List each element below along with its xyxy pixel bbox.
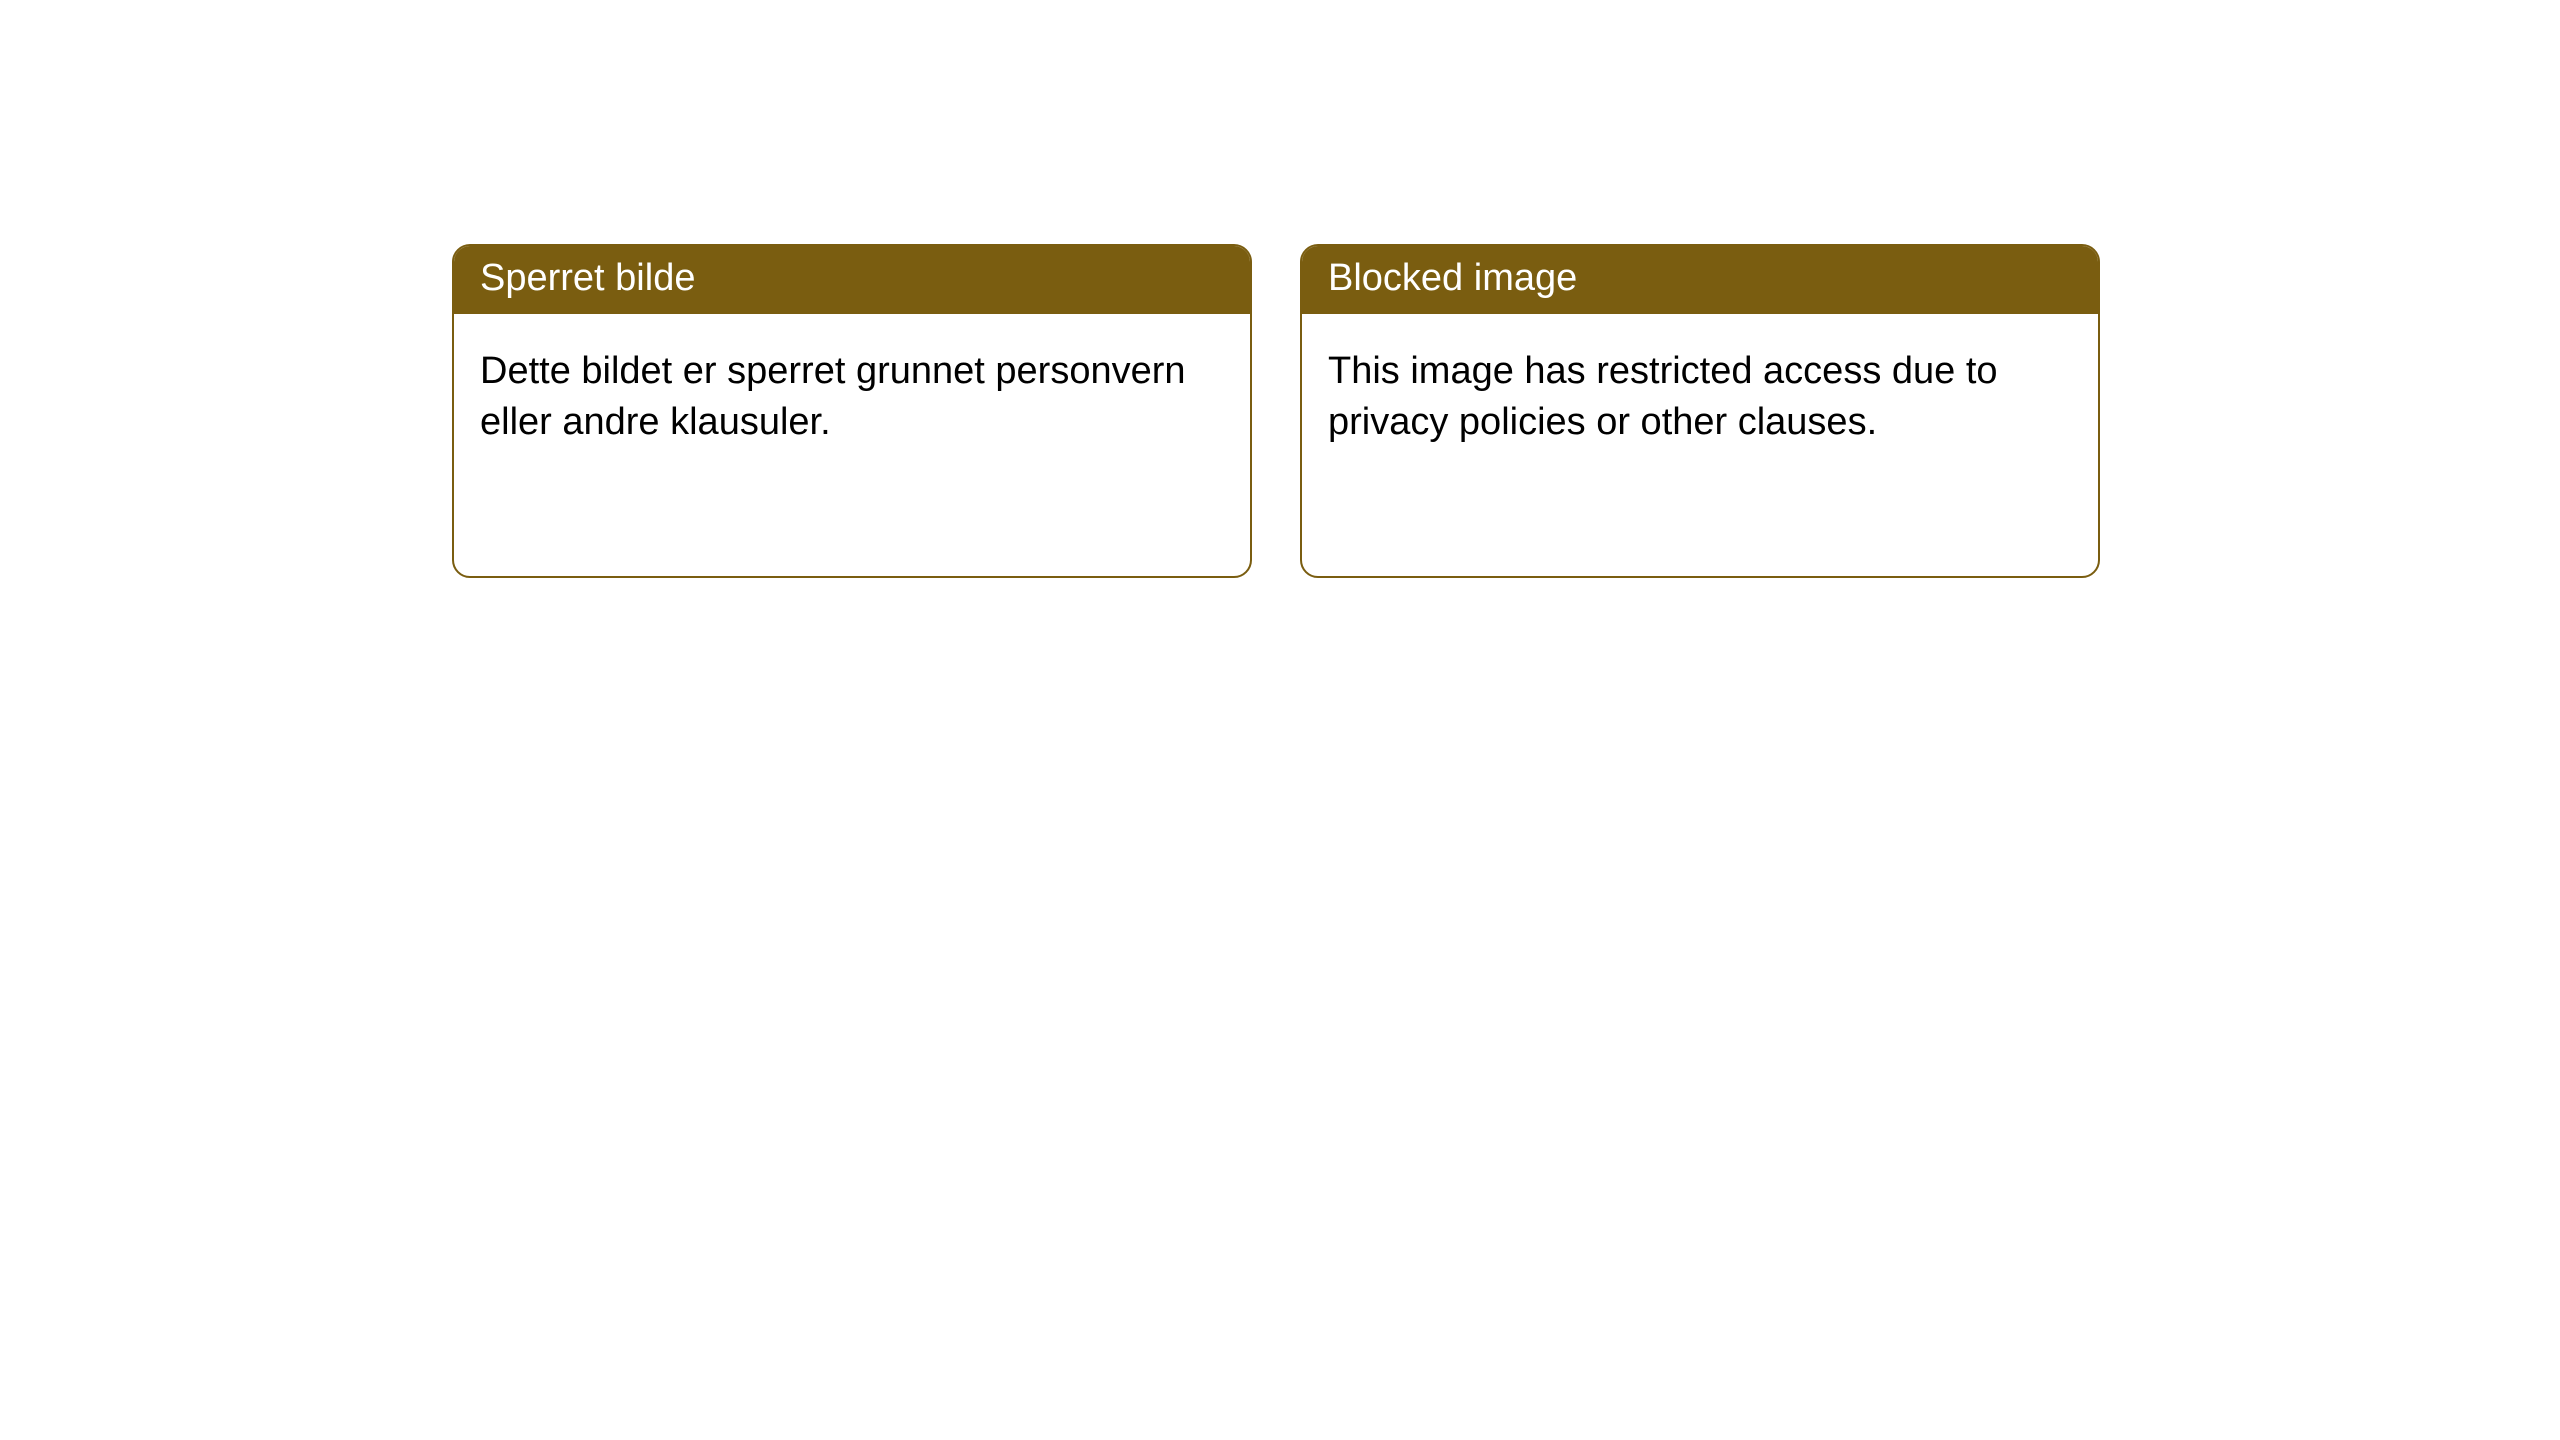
notice-header: Blocked image	[1302, 246, 2098, 314]
notice-box-norwegian: Sperret bilde Dette bildet er sperret gr…	[452, 244, 1252, 578]
notice-container: Sperret bilde Dette bildet er sperret gr…	[0, 0, 2560, 578]
notice-box-english: Blocked image This image has restricted …	[1300, 244, 2100, 578]
notice-body: This image has restricted access due to …	[1302, 314, 2098, 481]
notice-body: Dette bildet er sperret grunnet personve…	[454, 314, 1250, 481]
notice-header: Sperret bilde	[454, 246, 1250, 314]
